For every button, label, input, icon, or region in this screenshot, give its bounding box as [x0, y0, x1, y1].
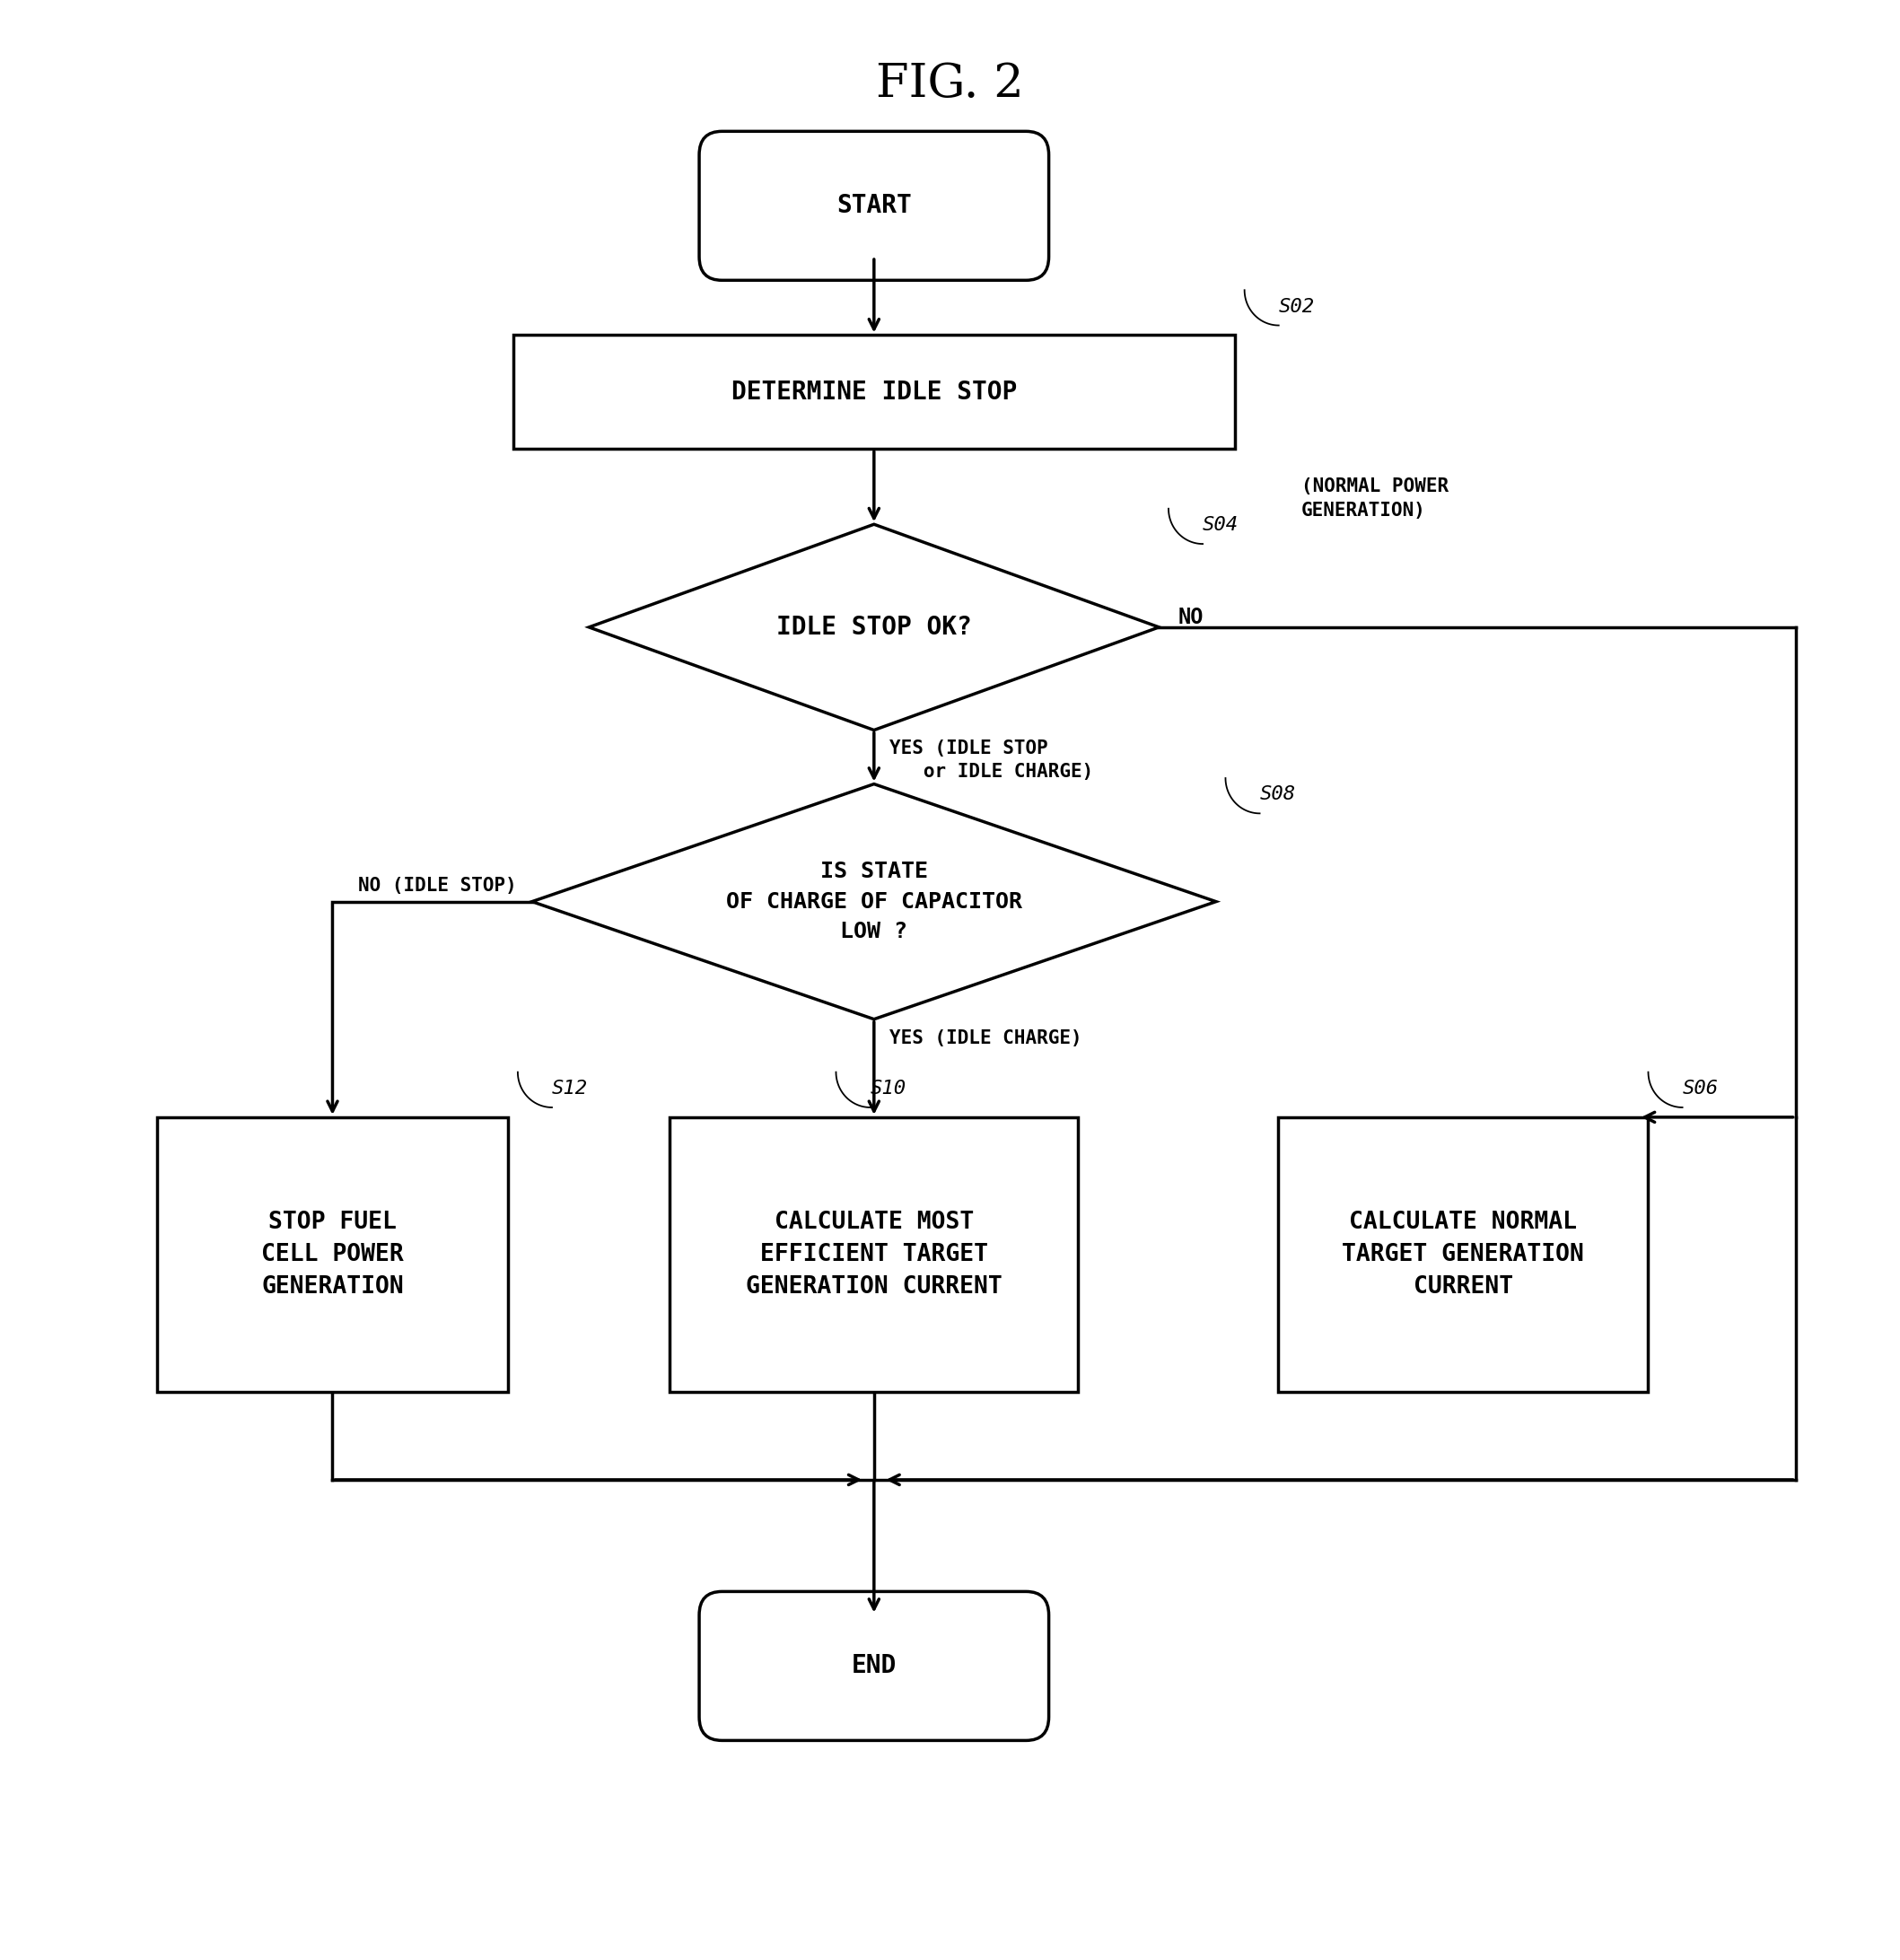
Polygon shape — [532, 784, 1216, 1019]
Text: DETERMINE IDLE STOP: DETERMINE IDLE STOP — [732, 380, 1017, 404]
Bar — [513, 335, 1235, 449]
Bar — [671, 1117, 1079, 1392]
Text: S12: S12 — [551, 1080, 587, 1098]
FancyBboxPatch shape — [699, 1592, 1049, 1740]
Text: IS STATE
OF CHARGE OF CAPACITOR
LOW ?: IS STATE OF CHARGE OF CAPACITOR LOW ? — [726, 860, 1022, 943]
Text: IDLE STOP OK?: IDLE STOP OK? — [777, 615, 971, 639]
Text: S04: S04 — [1203, 515, 1239, 533]
Text: NO: NO — [1178, 608, 1203, 627]
Text: FIG. 2: FIG. 2 — [876, 61, 1024, 108]
Text: YES (IDLE CHARGE): YES (IDLE CHARGE) — [889, 1029, 1081, 1047]
Text: CALCULATE MOST
EFFICIENT TARGET
GENERATION CURRENT: CALCULATE MOST EFFICIENT TARGET GENERATI… — [747, 1211, 1001, 1298]
Text: S08: S08 — [1260, 786, 1296, 804]
Text: S10: S10 — [870, 1080, 906, 1098]
Text: YES (IDLE STOP
   or IDLE CHARGE): YES (IDLE STOP or IDLE CHARGE) — [889, 739, 1092, 780]
Text: S06: S06 — [1683, 1080, 1718, 1098]
Bar — [1277, 1117, 1647, 1392]
Bar — [156, 1117, 507, 1392]
Polygon shape — [589, 523, 1159, 729]
Text: S02: S02 — [1279, 298, 1315, 316]
Text: START: START — [836, 194, 912, 218]
Text: NO (IDLE STOP): NO (IDLE STOP) — [359, 876, 517, 896]
Text: (NORMAL POWER
GENERATION): (NORMAL POWER GENERATION) — [1302, 478, 1450, 519]
Text: CALCULATE NORMAL
TARGET GENERATION
CURRENT: CALCULATE NORMAL TARGET GENERATION CURRE… — [1341, 1211, 1585, 1298]
FancyBboxPatch shape — [699, 131, 1049, 280]
Text: STOP FUEL
CELL POWER
GENERATION: STOP FUEL CELL POWER GENERATION — [262, 1211, 403, 1298]
Text: END: END — [851, 1654, 897, 1678]
